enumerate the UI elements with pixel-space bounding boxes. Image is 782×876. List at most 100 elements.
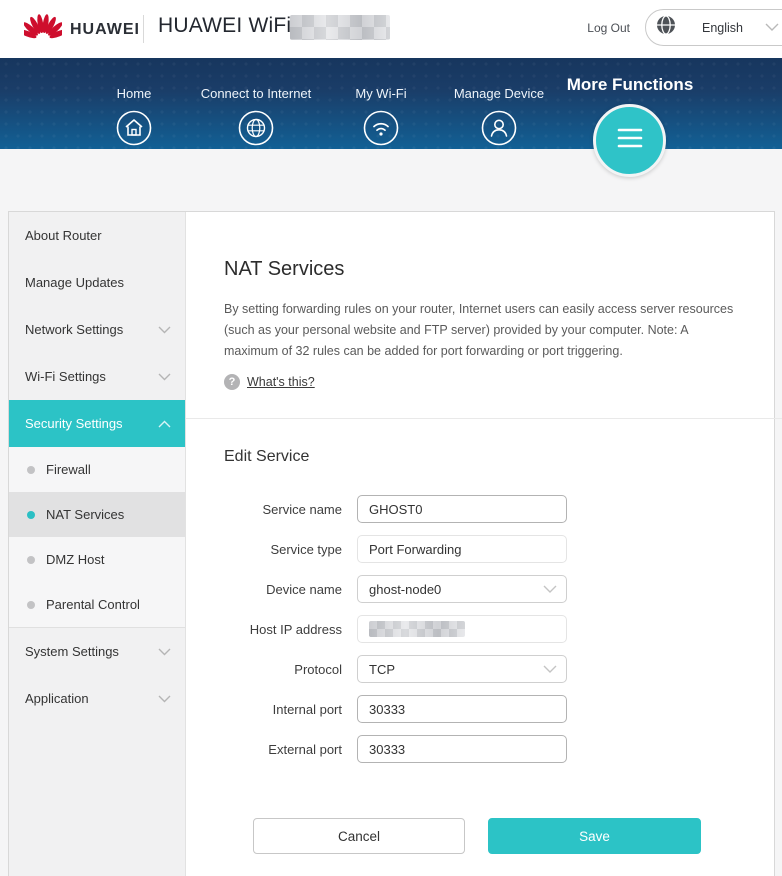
service-type-value: Port Forwarding	[369, 541, 462, 557]
bullet-icon	[27, 465, 35, 474]
nav-label: Manage Device	[453, 86, 545, 101]
sidebar-item-label: Parental Control	[46, 597, 140, 612]
form-actions: Cancel Save	[253, 818, 782, 854]
form-row-device-name: Device name ghost-node0	[186, 575, 782, 603]
language-selected-label: English	[702, 20, 743, 35]
menu-hamburger-icon	[613, 125, 647, 156]
globe-language-icon	[656, 15, 676, 40]
sidebar-item-manage-updates[interactable]: Manage Updates	[9, 259, 185, 306]
settings-card: About Router Manage Updates Network Sett…	[8, 211, 782, 876]
form-row-external-port: External port	[186, 735, 782, 763]
nav-label: Connect to Internet	[200, 86, 312, 101]
page-description: By setting forwarding rules on your rout…	[224, 302, 734, 358]
field-label: Service type	[270, 541, 342, 557]
chevron-down-icon	[543, 582, 557, 597]
sidebar-item-label: Network Settings	[25, 322, 124, 337]
security-settings-submenu: Firewall NAT Services DMZ Host Parental …	[9, 447, 185, 628]
sidebar-item-security-settings[interactable]: Security Settings	[9, 400, 185, 447]
chevron-up-icon	[158, 416, 171, 431]
nav-item-home[interactable]: Home	[59, 86, 209, 151]
logout-link[interactable]: Log Out	[587, 21, 630, 35]
section-divider	[186, 418, 782, 419]
sidebar-item-nat-services[interactable]: NAT Services	[9, 492, 185, 537]
field-label: Device name	[266, 581, 342, 597]
product-name-blurred	[290, 15, 390, 40]
sidebar-item-wifi-settings[interactable]: Wi-Fi Settings	[9, 353, 185, 400]
edit-service-title: Edit Service	[224, 448, 310, 465]
question-mark-icon: ?	[224, 374, 240, 390]
host-ip-readonly-field	[357, 615, 567, 643]
home-icon	[116, 110, 152, 151]
device-name-value: ghost-node0	[369, 581, 442, 597]
wifi-icon	[363, 110, 399, 151]
internal-port-input[interactable]	[357, 695, 567, 723]
sidebar-item-system-settings[interactable]: System Settings	[9, 628, 185, 675]
whats-this-link[interactable]: ? What's this?	[224, 374, 315, 390]
edit-service-form: Service name Service type Port Forwardin…	[186, 495, 782, 763]
sidebar-item-label: About Router	[25, 228, 102, 243]
sidebar-item-about-router[interactable]: About Router	[9, 212, 185, 259]
language-selector[interactable]: English	[645, 9, 782, 46]
sidebar-item-label: DMZ Host	[46, 552, 105, 567]
huawei-logo-icon	[18, 11, 68, 48]
bullet-icon	[27, 510, 35, 519]
chevron-down-icon	[158, 322, 171, 337]
sidebar-item-firewall[interactable]: Firewall	[9, 447, 185, 492]
sidebar-item-dmz-host[interactable]: DMZ Host	[9, 537, 185, 582]
field-label: External port	[268, 741, 342, 757]
service-name-input[interactable]	[357, 495, 567, 523]
person-icon	[481, 110, 517, 151]
cancel-button[interactable]: Cancel	[253, 818, 465, 854]
bullet-icon	[27, 555, 35, 564]
protocol-select[interactable]: TCP	[357, 655, 567, 683]
external-port-input[interactable]	[357, 735, 567, 763]
sidebar-item-label: Wi-Fi Settings	[25, 369, 106, 384]
nav-item-connect-to-internet[interactable]: Connect to Internet	[181, 86, 331, 151]
chevron-down-icon	[765, 19, 779, 37]
nav-label: My Wi-Fi	[355, 86, 407, 101]
nat-services-panel: NAT Services By setting forwarding rules…	[186, 212, 782, 876]
host-ip-blurred-value	[369, 621, 465, 637]
settings-sidebar: About Router Manage Updates Network Sett…	[9, 212, 186, 876]
header-divider	[143, 15, 144, 43]
field-label: Protocol	[294, 661, 342, 677]
product-title: HUAWEI WiFi	[158, 14, 292, 37]
nav-label: Home	[116, 86, 152, 101]
sidebar-item-application[interactable]: Application	[9, 675, 185, 722]
device-name-select[interactable]: ghost-node0	[357, 575, 567, 603]
page-title: NAT Services	[224, 258, 345, 280]
form-row-service-type: Service type Port Forwarding	[186, 535, 782, 563]
chevron-down-icon	[158, 644, 171, 659]
whats-this-label: What's this?	[247, 375, 315, 389]
nav-label-more-functions: More Functions	[566, 75, 694, 94]
form-row-internal-port: Internal port	[186, 695, 782, 723]
form-row-protocol: Protocol TCP	[186, 655, 782, 683]
protocol-value: TCP	[369, 661, 395, 677]
sidebar-item-label: Manage Updates	[25, 275, 125, 290]
field-label: Internal port	[272, 701, 342, 717]
sidebar-item-label: Application	[25, 691, 89, 706]
service-type-readonly-field: Port Forwarding	[357, 535, 567, 563]
form-row-host-ip: Host IP address	[186, 615, 782, 643]
field-label: Host IP address	[249, 621, 342, 637]
sidebar-item-label: NAT Services	[46, 507, 125, 522]
save-button[interactable]: Save	[488, 818, 701, 854]
internet-globe-icon	[238, 110, 274, 151]
chevron-down-icon	[543, 662, 557, 677]
huawei-brand: HUAWEI	[18, 11, 140, 48]
sidebar-item-label: Firewall	[46, 462, 91, 477]
app-header: HUAWEI HUAWEI WiFi Log Out English	[0, 0, 782, 58]
nav-item-manage-device[interactable]: Manage Device	[424, 86, 574, 151]
chevron-down-icon	[158, 691, 171, 706]
sidebar-item-label: System Settings	[25, 644, 119, 659]
nav-item-my-wifi[interactable]: My Wi-Fi	[306, 86, 456, 151]
form-row-service-name: Service name	[186, 495, 782, 523]
field-label: Service name	[262, 501, 342, 517]
bullet-icon	[27, 600, 35, 609]
nav-item-more-functions[interactable]	[593, 104, 666, 177]
brand-name: HUAWEI	[70, 20, 140, 38]
chevron-down-icon	[158, 369, 171, 384]
sidebar-item-label: Security Settings	[25, 416, 123, 431]
sidebar-item-parental-control[interactable]: Parental Control	[9, 582, 185, 627]
sidebar-item-network-settings[interactable]: Network Settings	[9, 306, 185, 353]
